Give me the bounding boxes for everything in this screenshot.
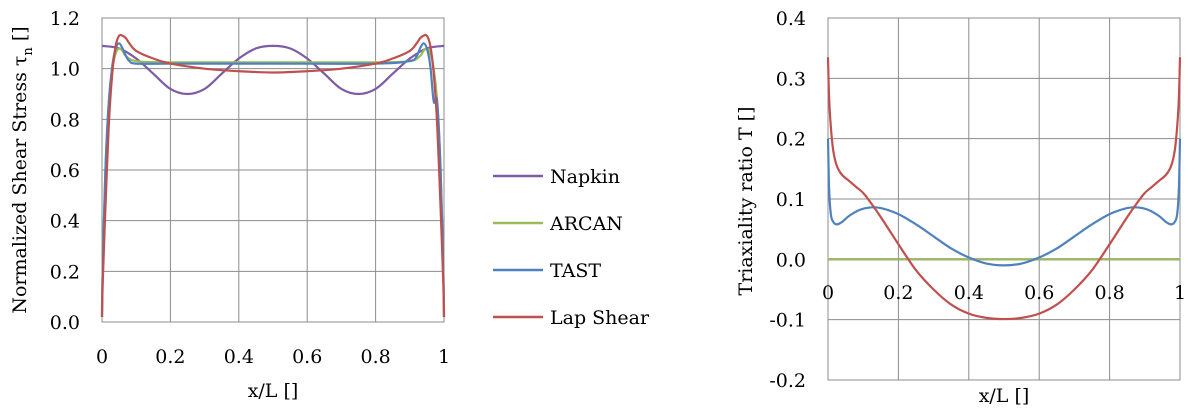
y-tick-label: 0.4	[50, 211, 80, 233]
y-tick-label: 0.0	[50, 312, 80, 334]
series-line-napkin	[101, 44, 445, 96]
series-line-tast	[100, 42, 446, 317]
x-tick-label: 0	[96, 346, 108, 368]
y-tick-label: 0.2	[776, 129, 806, 151]
x-tick-label: 0.8	[1094, 282, 1124, 304]
legend-label-arcan: ARCAN	[549, 213, 623, 235]
x-axis-title: x/L []	[979, 385, 1030, 407]
plot-area-border	[101, 17, 445, 323]
y-tick-label: 1.2	[50, 8, 80, 30]
chart-2: 0 0.2 0.4 0.6 0.8 1 -0.2 -0.1 0.0 0.1 0.2 0.3 0.4 x/L…	[735, 8, 1186, 407]
y-tick-label: 1.0	[50, 59, 80, 81]
x-tick-label: 1	[1174, 282, 1186, 304]
legend-label-lap-shear: Lap Shear	[550, 307, 650, 329]
y-axis-title: Triaxiality ratio T []	[735, 107, 757, 296]
x-axis-title: x/L []	[248, 380, 299, 402]
x-tick-label: 0.6	[1024, 282, 1054, 304]
y-axis-title: Normalized Shear Stress τn []	[9, 26, 36, 313]
x-tick-label: 0.4	[954, 282, 984, 304]
y-tick-label: 0.4	[776, 8, 806, 30]
legend-label-tast: TAST	[550, 260, 601, 282]
chart-1: 0 0.2 0.4 0.6 0.8 1 0.0 0.2 0.4 0.6 0.8 1.0 1.2 x/L […	[9, 8, 450, 402]
y-tick-label: 0.0	[776, 249, 806, 271]
x-tick-label: 0.8	[360, 346, 390, 368]
x-tick-label: 0.4	[224, 346, 254, 368]
x-tick-label: 1	[438, 346, 450, 368]
series-line-arcan	[100, 47, 446, 317]
legend: Napkin ARCAN TAST Lap Shear	[493, 166, 650, 329]
y-tick-label: -0.2	[769, 370, 806, 392]
y-tick-label: 0.2	[50, 261, 80, 283]
y-tick-label: 0.6	[50, 160, 80, 182]
plot-area-border	[827, 17, 1181, 381]
x-tick-label: 0	[822, 282, 834, 304]
y-tick-label: 0.3	[776, 68, 806, 90]
y-tick-label: 0.8	[50, 109, 80, 131]
legend-label-napkin: Napkin	[550, 166, 620, 188]
series-line-lap-shear	[826, 57, 1182, 321]
series-line-lap-shear	[100, 33, 446, 317]
x-tick-label: 0.2	[883, 282, 913, 304]
y-tick-label: -0.1	[769, 310, 806, 332]
x-tick-label: 0.6	[292, 346, 322, 368]
y-tick-label: 0.1	[776, 189, 806, 211]
series-line-tast	[826, 138, 1182, 267]
x-tick-label: 0.2	[155, 346, 185, 368]
